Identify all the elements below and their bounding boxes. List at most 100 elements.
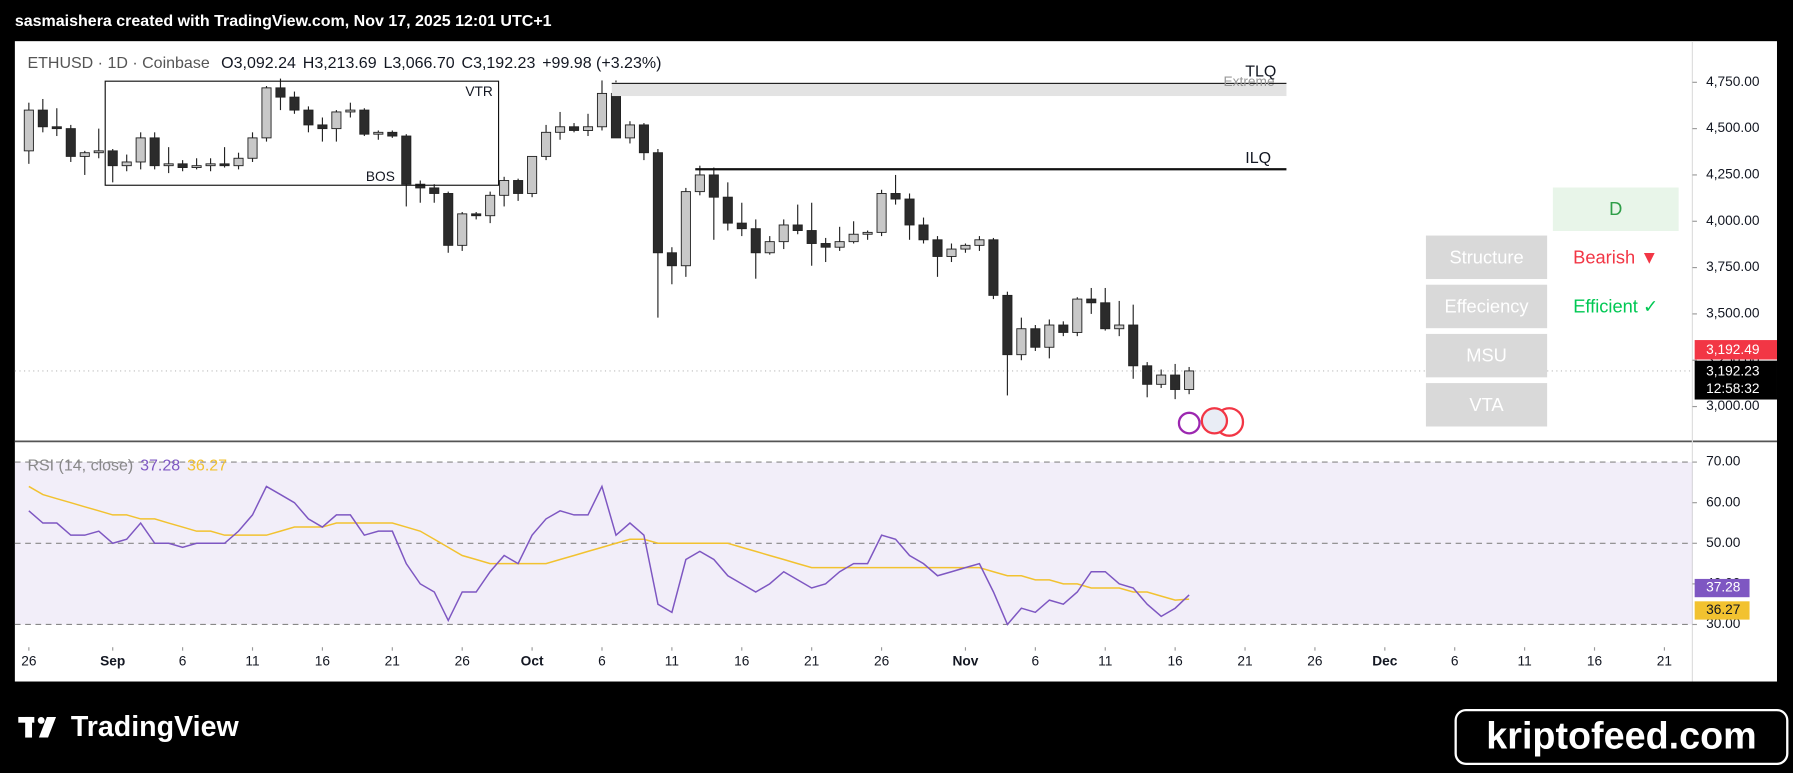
y-tick-label: 4,500.00: [1706, 120, 1760, 135]
candle-body: [582, 126, 594, 131]
marker-price-box: [1694, 340, 1777, 360]
candle-body: [652, 152, 663, 254]
candle-body: [1142, 365, 1153, 385]
x-tick-label: Sep: [100, 654, 125, 669]
candle-body: [890, 193, 901, 200]
rsi-value-label: 37.28: [1706, 580, 1741, 595]
timeframe: D: [1609, 198, 1622, 219]
x-tick-label: 16: [1587, 654, 1603, 669]
candle-body: [163, 163, 174, 167]
candle-body: [680, 191, 691, 267]
candle-body: [359, 109, 370, 135]
legend-key: L: [383, 55, 392, 72]
y-tick-label: 60.00: [1706, 494, 1741, 509]
candle-body: [471, 213, 482, 217]
candle-body: [1086, 298, 1097, 304]
candle-body: [862, 231, 873, 235]
x-tick-label: 21: [385, 654, 400, 669]
candle-body: [596, 92, 608, 128]
table-label: VTA: [1469, 394, 1504, 415]
candle-body: [792, 224, 803, 231]
x-tick-label: 11: [245, 654, 259, 669]
candle-body: [121, 161, 132, 167]
y-tick-label: 3,750.00: [1706, 259, 1760, 274]
candle-body: [624, 124, 635, 139]
ilq-label: ILQ: [1245, 150, 1271, 167]
x-tick-label: 21: [1237, 654, 1252, 669]
candle-body: [708, 174, 719, 198]
legend-change: +99.98 (+3.23%): [542, 55, 661, 72]
candle-body: [135, 137, 146, 163]
rsi-value-box: [1694, 578, 1750, 598]
candle-body: [764, 241, 775, 254]
last-price-label: 3,192.23: [1706, 364, 1760, 379]
candle-body: [946, 248, 957, 257]
attribution: sasmaishera created with TradingView.com…: [15, 13, 552, 30]
x-tick-label: 6: [598, 654, 606, 669]
x-tick-label: 21: [1657, 654, 1672, 669]
x-tick-label: 6: [1451, 654, 1459, 669]
zone-label: Extreme: [1224, 74, 1275, 89]
rsi-value-label: 36.27: [1706, 602, 1740, 617]
rsi-legend-value: 37.28: [140, 458, 180, 475]
rsi-line: [28, 484, 1190, 626]
candle-body: [1184, 370, 1195, 390]
marker-price-label: 3,192.49: [1706, 342, 1759, 357]
brand-logo: [18, 716, 57, 738]
candle-body: [610, 92, 622, 139]
rsi-legend-value: 36.27: [187, 458, 227, 475]
vtr-label: VTR: [465, 84, 493, 99]
y-tick-label: 3,000.00: [1706, 398, 1760, 413]
candle-body: [331, 111, 342, 130]
x-tick-label: Dec: [1372, 654, 1398, 669]
legend-value: 3,213.69: [314, 55, 376, 72]
candle-body: [722, 196, 733, 224]
x-tick-label: 16: [315, 654, 331, 669]
x-tick-label: 26: [874, 654, 890, 669]
brand: TradingView: [71, 711, 240, 743]
candle-body: [1072, 298, 1083, 333]
y-tick-label: 3,500.00: [1706, 306, 1760, 321]
symbol: ETHUSD · 1D · Coinbase: [27, 55, 209, 72]
candle-body: [37, 109, 48, 128]
candle-body: [485, 194, 496, 217]
table-label: Structure: [1449, 246, 1523, 267]
rsi-title: RSI (14, close): [27, 458, 133, 475]
table-label-cell: [1425, 333, 1548, 378]
candle-body: [638, 124, 649, 154]
candle-body: [261, 87, 272, 139]
x-tick-label: 11: [1098, 654, 1112, 669]
extreme-zone: [611, 82, 1287, 97]
y-tick-label: 4,250.00: [1706, 167, 1760, 182]
legend-key: C: [462, 55, 474, 72]
candle-body: [247, 137, 258, 159]
candle-body: [750, 228, 761, 254]
candle-body: [932, 239, 943, 257]
candle-body: [275, 87, 286, 98]
y-tick-label: 4,750.00: [1706, 74, 1760, 89]
candle-body: [1002, 294, 1013, 356]
candle-body: [834, 241, 845, 248]
candle-body: [205, 163, 216, 167]
candle-body: [876, 193, 887, 233]
table-label: Effeciency: [1445, 295, 1530, 316]
candle-body: [513, 180, 524, 194]
candle-body: [219, 163, 230, 167]
table-label-cell: [1425, 383, 1548, 427]
candle-body: [1100, 302, 1111, 330]
legend-key: O: [221, 55, 233, 72]
candle-body: [1058, 324, 1069, 333]
logo-part: [37, 716, 45, 724]
candle-body: [79, 152, 90, 157]
candle-body: [177, 163, 188, 168]
candle-body: [65, 128, 76, 157]
candle-body: [569, 126, 580, 131]
candle-body: [443, 193, 454, 246]
candle-body: [191, 165, 202, 168]
vtr-box: [104, 80, 500, 186]
table-label-cell: [1425, 284, 1548, 329]
x-tick-label: Nov: [952, 654, 978, 669]
candle-body: [527, 155, 538, 194]
table-label: MSU: [1466, 345, 1507, 366]
candle-body: [694, 174, 705, 193]
